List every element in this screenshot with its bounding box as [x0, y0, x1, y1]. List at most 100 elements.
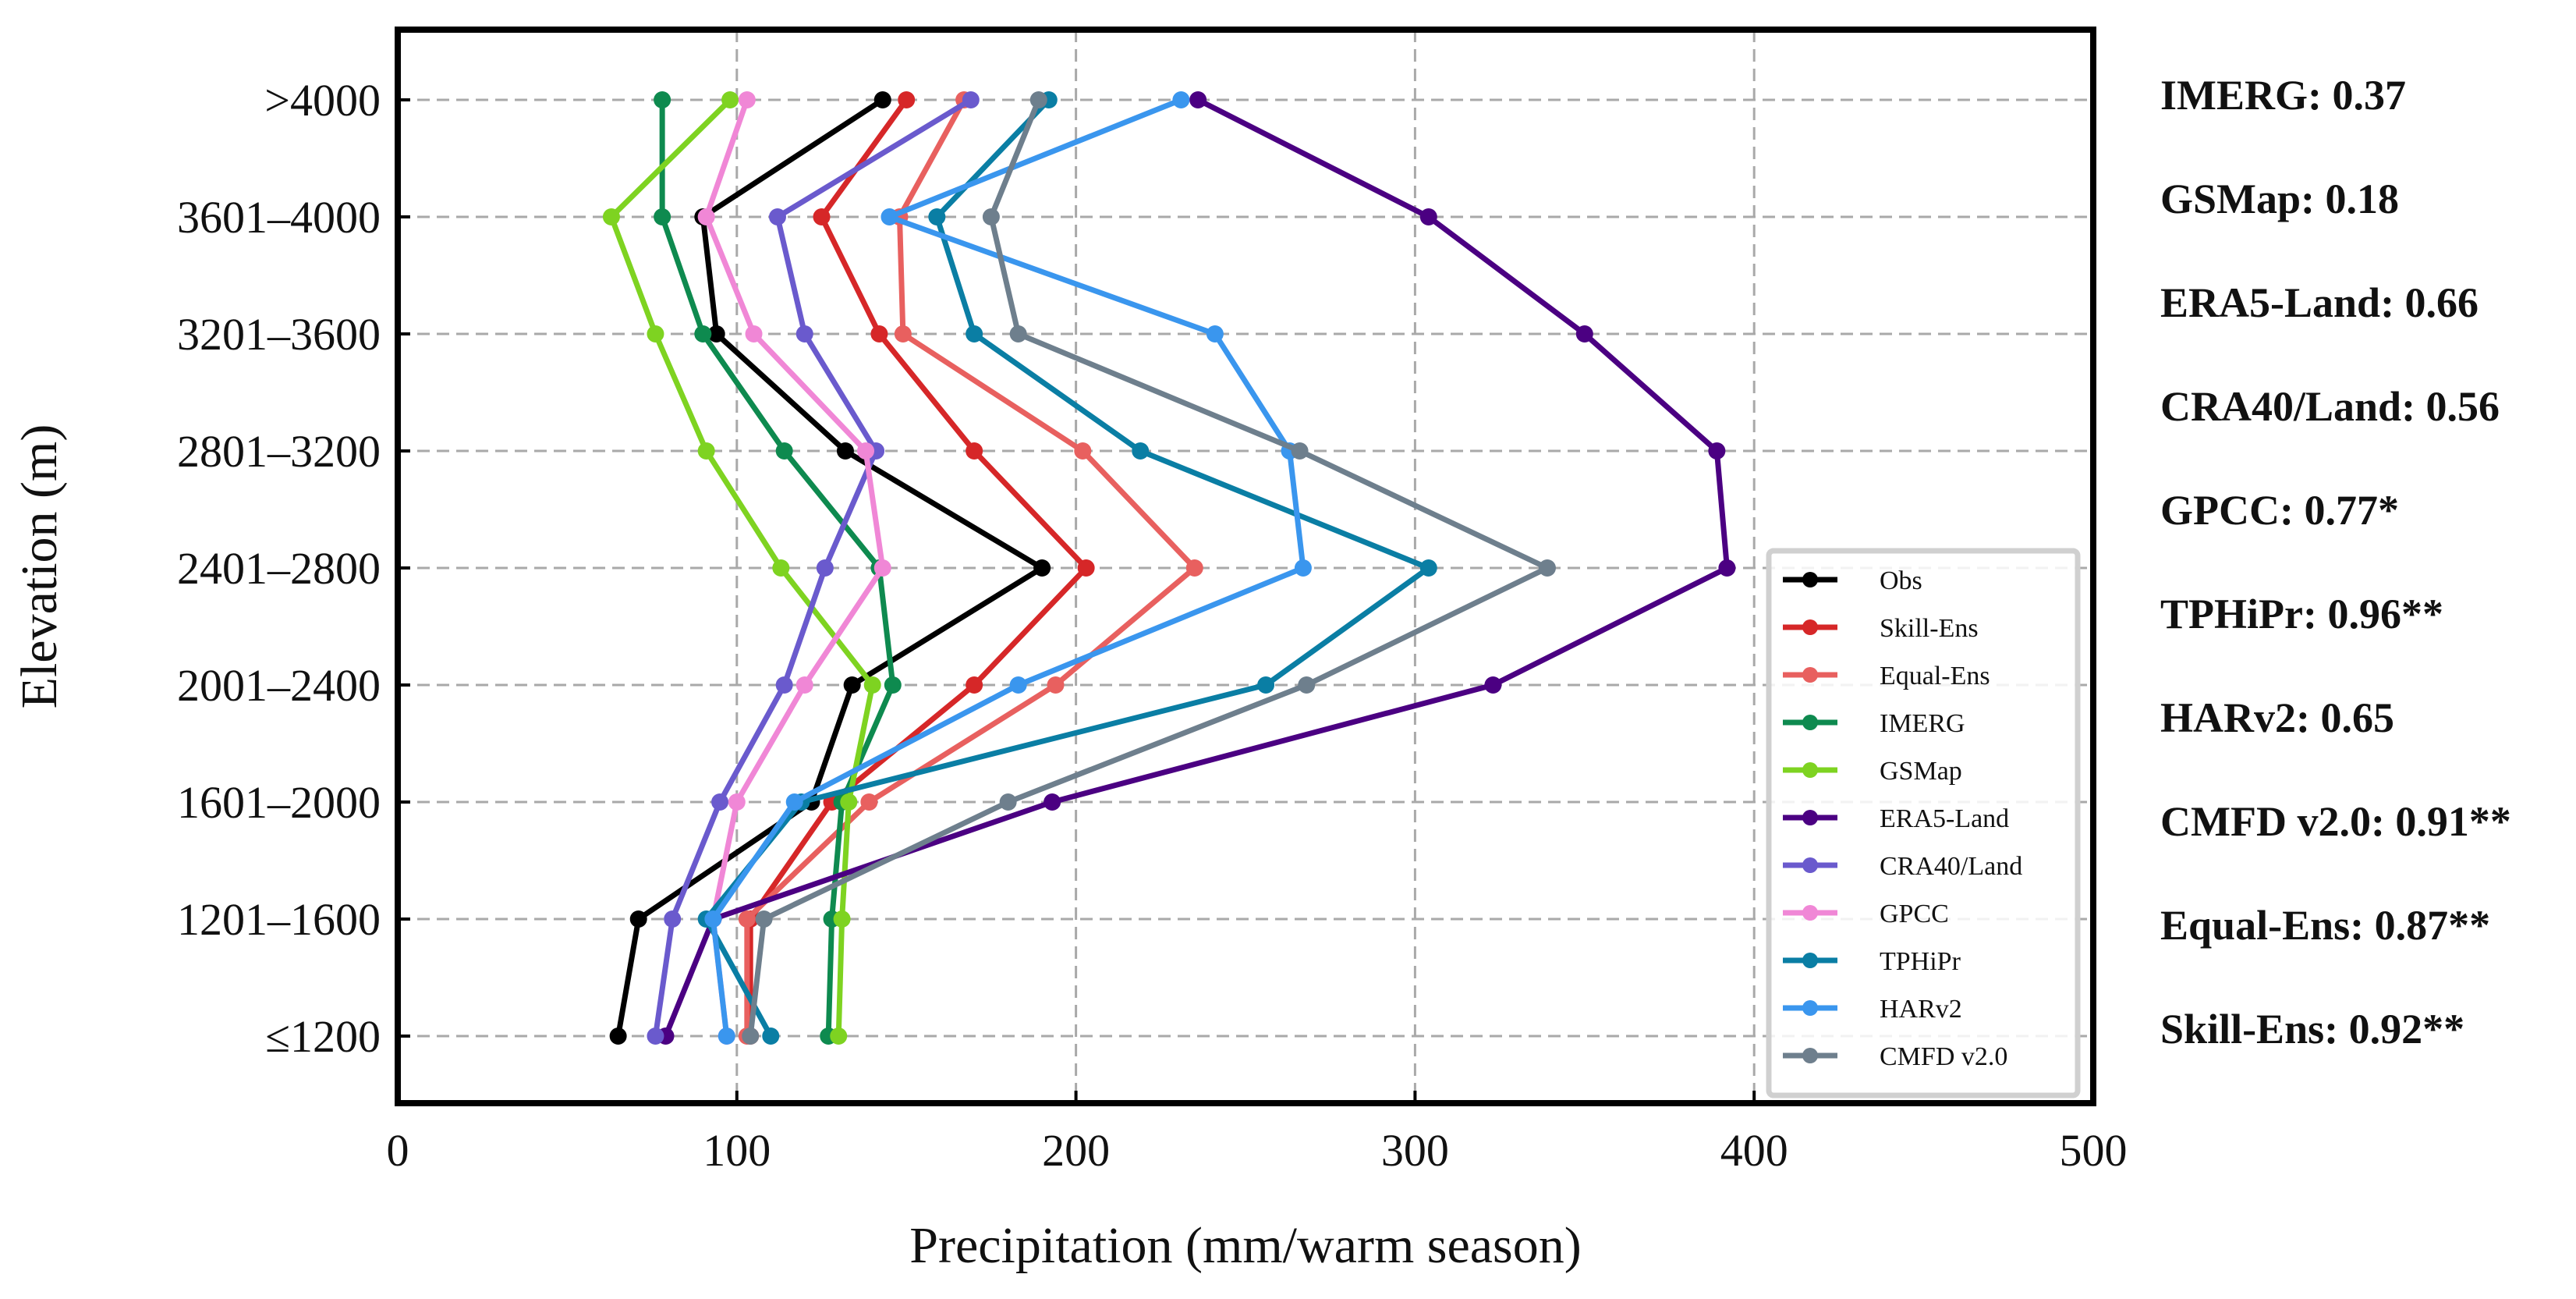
data-point-cmfd-v2-0 — [1029, 91, 1047, 108]
legend-box — [1766, 548, 2081, 1098]
x-tick-label: 100 — [703, 1125, 771, 1176]
legend-label: TPHiPr — [1880, 947, 1961, 976]
correlation-label: Equal-Ens: 0.87** — [2160, 902, 2490, 949]
series-cmfd-v2-0 — [742, 91, 1556, 1045]
legend-item-cra40-land: CRA40/Land — [1783, 852, 2022, 881]
legend-swatch-marker — [1802, 667, 1818, 683]
legend-item-imerg: IMERG — [1783, 709, 1965, 738]
data-point-cmfd-v2-0 — [742, 1027, 760, 1045]
legend-label: Obs — [1880, 566, 1922, 595]
data-point-obs — [873, 91, 891, 108]
legend-label: Equal-Ens — [1880, 662, 1990, 690]
data-point-cra40-land — [962, 91, 980, 108]
data-point-era5-land — [1189, 91, 1207, 108]
legend-item-era5-land: ERA5-Land — [1783, 804, 2009, 833]
data-point-skill-ens — [813, 208, 831, 225]
correlation-label: HARv2: 0.65 — [2160, 694, 2394, 741]
y-axis: ≤1200 1201–1600 1601–2000 2001–2400 2401–280… — [177, 75, 410, 1062]
legend-item-equal-ens: Equal-Ens — [1783, 662, 1990, 690]
data-point-imerg — [694, 325, 712, 342]
data-point-tphipr — [1419, 559, 1437, 577]
data-point-gpcc — [795, 676, 813, 694]
data-point-era5-land — [1718, 559, 1736, 577]
data-point-obs — [707, 325, 725, 342]
correlation-label: ERA5-Land: 0.66 — [2160, 279, 2479, 326]
data-point-harv2 — [881, 208, 898, 225]
legend-label: GSMap — [1880, 757, 1962, 786]
y-tick-label: 1601–2000 — [177, 777, 381, 828]
data-point-skill-ens — [898, 91, 916, 108]
y-axis-label: Elevation (m) — [11, 424, 68, 709]
data-point-cra40-land — [768, 208, 786, 225]
correlation-label: IMERG: 0.37 — [2160, 72, 2406, 119]
correlation-label: CMFD v2.0: 0.91** — [2160, 798, 2511, 845]
series-cra40-land — [647, 91, 980, 1045]
data-point-cra40-land — [775, 676, 793, 694]
data-point-imerg — [654, 208, 671, 225]
y-tick-label: 3601–4000 — [177, 192, 381, 243]
legend-item-cmfd-v2-0: CMFD v2.0 — [1783, 1042, 2007, 1071]
data-point-skill-ens — [966, 676, 983, 694]
y-tick-label: 2001–2400 — [177, 660, 381, 711]
y-tick-label: 2801–3200 — [177, 426, 381, 477]
legend-label: ERA5-Land — [1880, 804, 2009, 833]
data-point-harv2 — [1009, 676, 1027, 694]
data-point-gsmap — [863, 676, 881, 694]
legend-swatch-marker — [1802, 715, 1818, 730]
data-point-gpcc — [738, 91, 756, 108]
legend-label: CMFD v2.0 — [1880, 1042, 2007, 1071]
x-tick-label: 200 — [1042, 1125, 1110, 1176]
legend-label: GPCC — [1880, 900, 1949, 928]
correlation-annotations: IMERG: 0.37 GSMap: 0.18 ERA5-Land: 0.66 CRA… — [2160, 72, 2511, 1052]
legend: Obs Skill-Ens Equal-Ens IMERG GSMap ERA5-Land… — [1766, 548, 2081, 1098]
data-point-equal-ens — [1074, 442, 1092, 460]
data-point-gsmap — [830, 1027, 848, 1045]
data-point-harv2 — [1172, 91, 1190, 108]
data-point-gsmap — [772, 559, 790, 577]
data-point-obs — [836, 442, 854, 460]
x-tick-label: 300 — [1381, 1125, 1449, 1176]
data-point-cra40-land — [795, 325, 813, 342]
data-point-gsmap — [840, 793, 858, 811]
data-point-harv2 — [1206, 325, 1224, 342]
data-point-tphipr — [928, 208, 946, 225]
data-point-era5-land — [1575, 325, 1593, 342]
data-point-equal-ens — [1047, 676, 1065, 694]
legend-item-gpcc: GPCC — [1783, 900, 1949, 928]
legend-label: IMERG — [1880, 709, 1965, 738]
data-point-era5-land — [1044, 793, 1061, 811]
data-point-cra40-land — [711, 793, 729, 811]
data-point-cra40-land — [647, 1027, 664, 1045]
data-point-skill-ens — [966, 442, 983, 460]
y-tick-label: 3201–3600 — [177, 309, 381, 360]
data-point-tphipr — [966, 325, 983, 342]
data-point-cra40-land — [664, 910, 682, 928]
data-point-equal-ens — [860, 793, 878, 811]
data-point-cmfd-v2-0 — [755, 910, 773, 928]
data-point-equal-ens — [738, 910, 756, 928]
correlation-label: GSMap: 0.18 — [2160, 176, 2399, 222]
data-point-gsmap — [602, 208, 620, 225]
data-point-cra40-land — [816, 559, 834, 577]
legend-swatch-marker — [1802, 619, 1818, 635]
data-point-gpcc — [857, 442, 875, 460]
legend-swatch-marker — [1802, 762, 1818, 778]
data-point-harv2 — [1294, 559, 1312, 577]
data-point-gsmap — [833, 910, 851, 928]
y-tick-label: >4000 — [264, 75, 381, 126]
data-point-gpcc — [873, 559, 891, 577]
legend-swatch-marker — [1802, 1048, 1818, 1063]
data-point-obs — [843, 676, 861, 694]
data-point-tphipr — [1257, 676, 1275, 694]
data-point-cmfd-v2-0 — [1291, 442, 1309, 460]
data-point-era5-land — [1419, 208, 1437, 225]
data-point-cmfd-v2-0 — [1538, 559, 1556, 577]
correlation-label: Skill-Ens: 0.92** — [2160, 1006, 2464, 1052]
y-tick-label: 2401–2800 — [177, 543, 381, 594]
data-point-imerg — [654, 91, 671, 108]
data-point-equal-ens — [1185, 559, 1203, 577]
x-axis: 0 100 200 300 400 500 — [387, 1091, 2128, 1176]
data-point-obs — [609, 1027, 627, 1045]
legend-swatch-marker — [1802, 953, 1818, 968]
data-point-gsmap — [697, 442, 715, 460]
